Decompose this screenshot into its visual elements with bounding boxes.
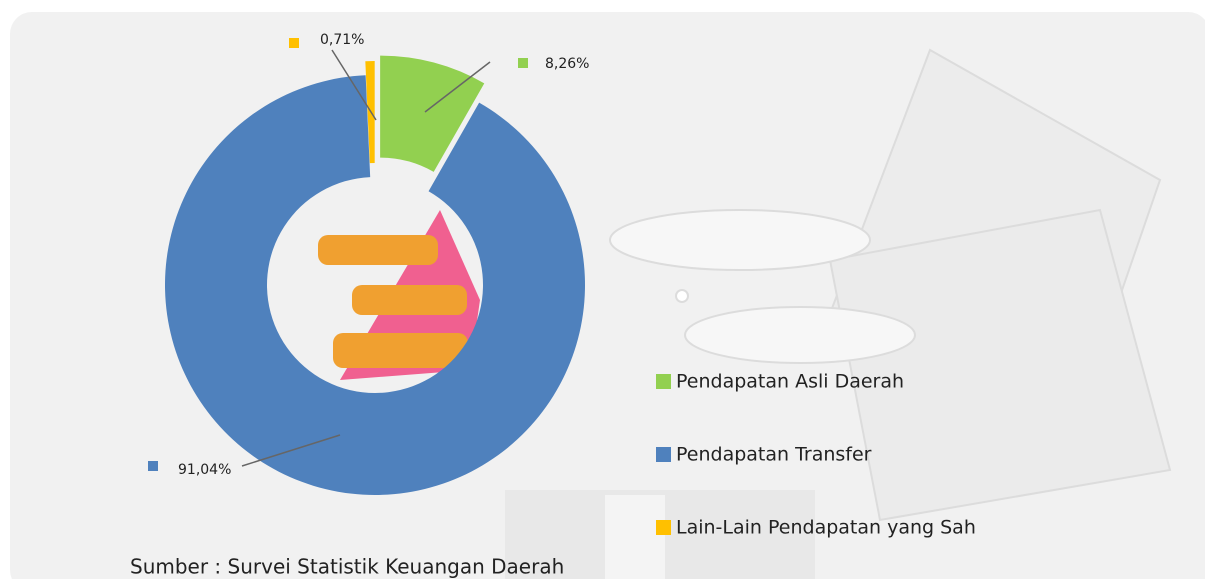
legend-swatch xyxy=(656,447,671,462)
label-swatch xyxy=(289,38,299,48)
data-label: 8,26% xyxy=(545,56,589,72)
legend-label: Pendapatan Asli Daerah xyxy=(676,371,904,393)
leader-line xyxy=(331,49,377,121)
source: Sumber : Survei Statistik Keuangan Daera… xyxy=(130,555,564,579)
leader-line xyxy=(424,61,491,113)
label-swatch xyxy=(148,461,158,471)
background-decoration xyxy=(505,48,1172,579)
data-label: 91,04% xyxy=(178,462,231,478)
slice xyxy=(380,55,485,172)
leader-line xyxy=(241,434,341,467)
label-swatch xyxy=(518,58,528,68)
legend-swatch xyxy=(656,374,671,389)
hole-decoration xyxy=(318,210,480,380)
legend-label: Lain-Lain Pendapatan yang Sah xyxy=(676,517,976,539)
legend-label: Pendapatan Transfer xyxy=(676,444,872,466)
slice xyxy=(165,75,586,495)
data-label: 0,71% xyxy=(320,32,364,48)
legend-swatch xyxy=(656,520,671,535)
slice xyxy=(365,61,375,164)
